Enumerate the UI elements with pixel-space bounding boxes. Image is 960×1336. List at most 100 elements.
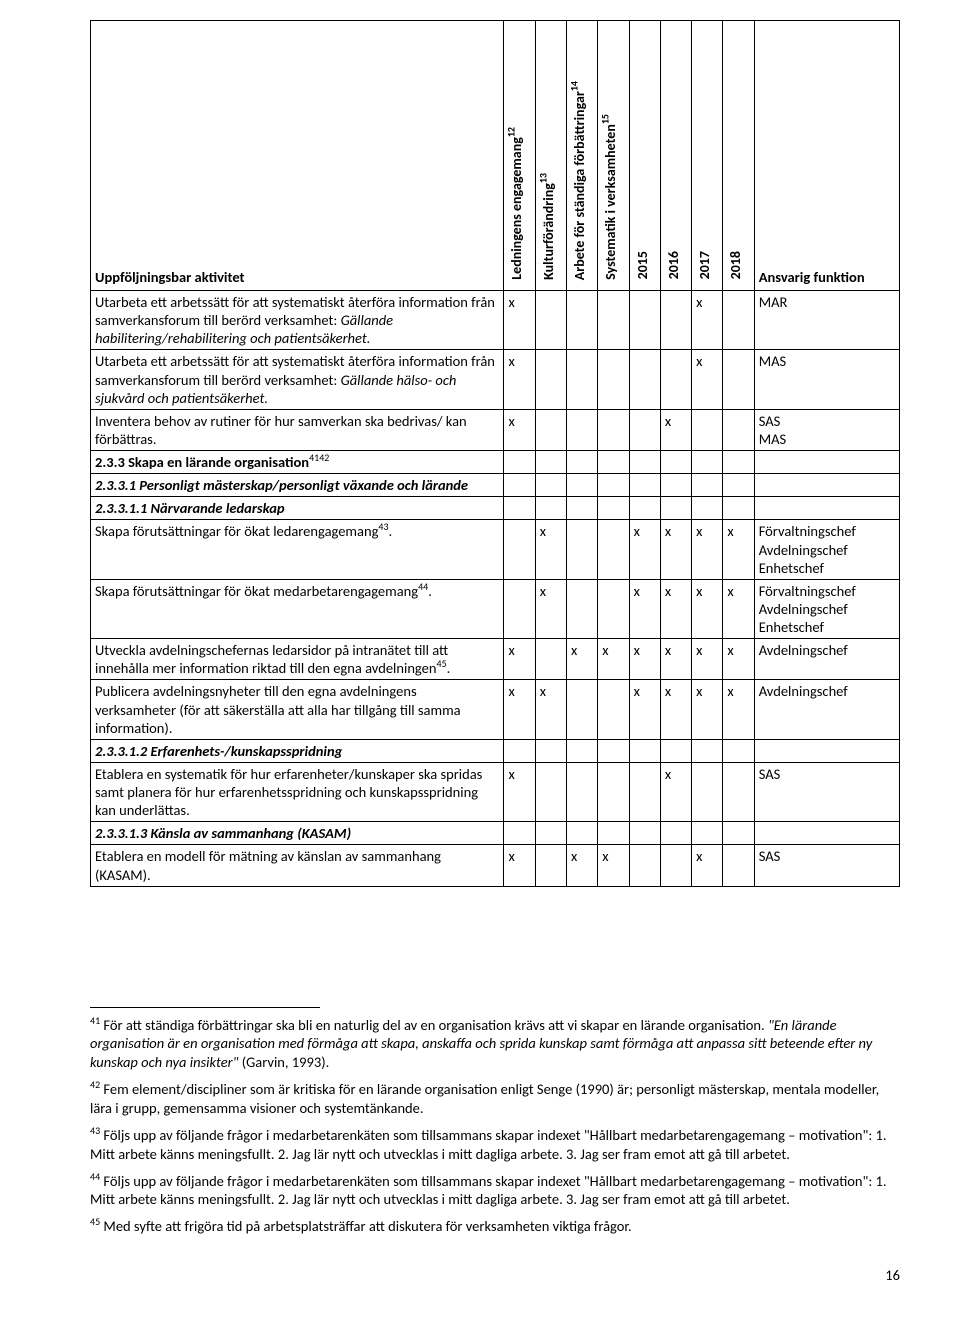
mark-cell: x xyxy=(629,520,660,579)
activity-matrix-table: Uppföljningsbar aktivitet Ledningens eng… xyxy=(90,20,900,887)
table-row: 2.3.3.1.2 Erfarenhets-/kunskapsspridning xyxy=(91,739,900,762)
responsible-cell: Avdelningschef xyxy=(754,639,899,680)
mark-cell xyxy=(504,451,535,474)
mark-cell xyxy=(629,739,660,762)
mark-cell xyxy=(567,739,598,762)
mark-cell xyxy=(692,474,723,497)
mark-cell xyxy=(535,762,566,821)
activity-cell: Inventera behov av rutiner för hur samve… xyxy=(91,409,504,450)
mark-cell xyxy=(629,822,660,845)
responsible-cell xyxy=(754,739,899,762)
mark-cell xyxy=(629,291,660,350)
mark-cell xyxy=(567,579,598,638)
page-container: Uppföljningsbar aktivitet Ledningens eng… xyxy=(0,0,960,1324)
mark-cell xyxy=(567,409,598,450)
activity-cell: 2.3.3 Skapa en lärande organisation4142 xyxy=(91,451,504,474)
footnote: 42 Fem element/discipliner som är kritis… xyxy=(90,1080,900,1118)
mark-cell xyxy=(567,762,598,821)
mark-cell: x xyxy=(723,680,754,739)
mark-cell xyxy=(567,497,598,520)
table-row: Publicera avdelningsnyheter till den egn… xyxy=(91,680,900,739)
mark-cell: x xyxy=(504,680,535,739)
mark-cell xyxy=(598,409,629,450)
footnote: 41 För att ständiga förbättringar ska bl… xyxy=(90,1016,900,1073)
mark-cell: x xyxy=(567,845,598,886)
mark-cell: x xyxy=(692,579,723,638)
mark-cell: x xyxy=(629,579,660,638)
mark-cell xyxy=(598,291,629,350)
responsible-cell: Avdelningschef xyxy=(754,680,899,739)
mark-cell xyxy=(535,291,566,350)
mark-cell xyxy=(660,822,691,845)
table-row: Utarbeta ett arbetssätt för att systemat… xyxy=(91,291,900,350)
mark-cell xyxy=(598,497,629,520)
col-systematik-header: Systematik i verksamheten15 xyxy=(598,21,629,291)
mark-cell xyxy=(598,350,629,409)
activity-cell: Etablera en modell för mätning av känsla… xyxy=(91,845,504,886)
mark-cell: x xyxy=(660,762,691,821)
mark-cell xyxy=(598,451,629,474)
mark-cell: x xyxy=(660,579,691,638)
mark-cell xyxy=(660,350,691,409)
mark-cell: x xyxy=(692,520,723,579)
responsible-cell: MAS xyxy=(754,350,899,409)
mark-cell xyxy=(692,739,723,762)
mark-cell xyxy=(598,739,629,762)
mark-cell xyxy=(535,639,566,680)
mark-cell xyxy=(660,497,691,520)
mark-cell xyxy=(535,409,566,450)
mark-cell xyxy=(660,845,691,886)
activity-cell: Utarbeta ett arbetssätt för att systemat… xyxy=(91,350,504,409)
mark-cell xyxy=(567,520,598,579)
mark-cell: x xyxy=(660,639,691,680)
table-row: Etablera en systematik för hur erfarenhe… xyxy=(91,762,900,821)
mark-cell xyxy=(598,474,629,497)
responsible-cell: SASMAS xyxy=(754,409,899,450)
page-number: 16 xyxy=(90,1266,900,1284)
activity-cell: Utarbeta ett arbetssätt för att systemat… xyxy=(91,291,504,350)
activity-cell: Utveckla avdelningschefernas ledarsidor … xyxy=(91,639,504,680)
mark-cell xyxy=(504,822,535,845)
mark-cell xyxy=(567,451,598,474)
mark-cell: x xyxy=(660,520,691,579)
mark-cell: x xyxy=(535,680,566,739)
mark-cell xyxy=(504,579,535,638)
mark-cell xyxy=(535,822,566,845)
mark-cell xyxy=(692,497,723,520)
footnote: 45 Med syfte att frigöra tid på arbetspl… xyxy=(90,1217,900,1236)
table-row: Inventera behov av rutiner för hur samve… xyxy=(91,409,900,450)
col-2017-header: 2017 xyxy=(692,21,723,291)
mark-cell xyxy=(660,291,691,350)
mark-cell: x xyxy=(504,762,535,821)
responsible-cell: SAS xyxy=(754,762,899,821)
mark-cell: x xyxy=(535,520,566,579)
mark-cell xyxy=(567,350,598,409)
mark-cell xyxy=(660,451,691,474)
col-kultur-header: Kulturförändring13 xyxy=(535,21,566,291)
mark-cell xyxy=(723,739,754,762)
mark-cell xyxy=(504,520,535,579)
mark-cell xyxy=(504,474,535,497)
table-row: 2.3.3.1 Personligt mästerskap/personligt… xyxy=(91,474,900,497)
responsible-cell xyxy=(754,497,899,520)
mark-cell xyxy=(504,497,535,520)
table-row: Utarbeta ett arbetssätt för att systemat… xyxy=(91,350,900,409)
mark-cell: x xyxy=(629,639,660,680)
mark-cell xyxy=(567,822,598,845)
activity-cell: Skapa förutsättningar för ökat medarbeta… xyxy=(91,579,504,638)
responsible-cell: MAR xyxy=(754,291,899,350)
mark-cell: x xyxy=(660,680,691,739)
mark-cell xyxy=(692,451,723,474)
mark-cell xyxy=(692,409,723,450)
table-row: 2.3.3 Skapa en lärande organisation4142 xyxy=(91,451,900,474)
mark-cell: x xyxy=(535,579,566,638)
mark-cell xyxy=(535,739,566,762)
mark-cell xyxy=(723,762,754,821)
mark-cell xyxy=(723,845,754,886)
mark-cell xyxy=(629,451,660,474)
mark-cell xyxy=(535,474,566,497)
mark-cell: x xyxy=(504,845,535,886)
responsible-cell xyxy=(754,474,899,497)
activity-cell: Skapa förutsättningar för ökat ledarenga… xyxy=(91,520,504,579)
mark-cell xyxy=(567,474,598,497)
